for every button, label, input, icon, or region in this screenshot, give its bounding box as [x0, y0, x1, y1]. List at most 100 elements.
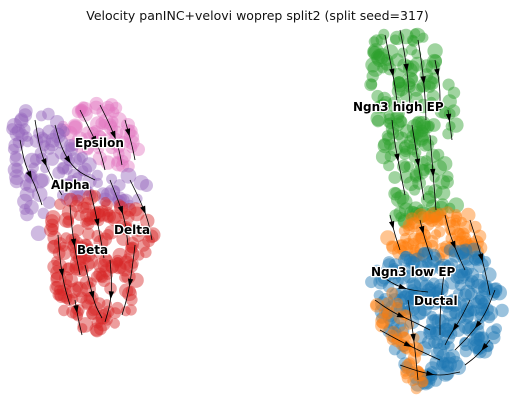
scatter-point	[381, 297, 396, 312]
scatter-point	[411, 208, 428, 224]
scatter-point	[440, 299, 454, 313]
scatter-point	[61, 293, 73, 305]
scatter-point	[390, 117, 405, 132]
scatter-point	[425, 207, 442, 224]
velocity-arrowhead	[394, 153, 400, 162]
velocity-stream-line	[444, 299, 471, 346]
scatter-point	[460, 207, 476, 223]
scatter-point	[468, 220, 482, 234]
scatter-point	[395, 339, 408, 351]
scatter-point	[415, 260, 429, 274]
scatter-point	[32, 173, 49, 189]
scatter-point	[418, 375, 434, 391]
scatter-point	[122, 160, 135, 173]
scatter-point	[118, 193, 134, 209]
scatter-point	[378, 138, 391, 151]
scatter-point	[409, 364, 424, 379]
scatter-point	[399, 161, 411, 172]
scatter-point	[423, 190, 437, 204]
scatter-point	[398, 214, 411, 228]
scatter-point	[402, 269, 417, 284]
scatter-point	[427, 53, 442, 69]
scatter-point	[111, 257, 123, 269]
scatter-point	[52, 258, 68, 274]
scatter-point	[403, 134, 419, 149]
scatter-point	[491, 323, 502, 334]
scatter-point	[417, 376, 428, 388]
scatter-point	[368, 36, 380, 47]
scatter-point	[112, 140, 126, 154]
scatter-point	[104, 118, 117, 131]
scatter-point	[421, 217, 435, 231]
scatter-point	[426, 310, 438, 321]
scatter-point	[371, 102, 383, 114]
scatter-point	[443, 295, 459, 310]
velocity-stream-line	[57, 234, 71, 306]
scatter-point	[399, 170, 413, 184]
scatter-point	[125, 293, 138, 306]
scatter-point	[424, 281, 437, 293]
scatter-point	[140, 179, 153, 192]
scatter-point	[425, 148, 441, 163]
scatter-point	[124, 135, 140, 150]
scatter-point	[391, 106, 405, 121]
scatter-point	[105, 259, 120, 274]
scatter-point	[77, 165, 89, 177]
scatter-point	[72, 172, 83, 183]
scatter-point	[397, 47, 408, 58]
scatter-point	[11, 162, 23, 174]
scatter-point	[433, 282, 449, 298]
velocity-arrowhead	[90, 135, 98, 145]
scatter-point	[479, 296, 491, 308]
scatter-point	[126, 142, 138, 154]
scatter-point	[76, 151, 89, 163]
scatter-point	[112, 194, 126, 209]
velocity-arrowhead	[438, 298, 444, 307]
scatter-point	[124, 199, 136, 211]
velocity-stream-line	[54, 124, 96, 181]
velocity-stream-line	[19, 139, 43, 206]
scatter-point	[82, 143, 94, 155]
velocity-arrowhead	[389, 68, 395, 77]
scatter-point	[34, 147, 47, 159]
scatter-point	[443, 351, 456, 364]
scatter-point	[80, 184, 92, 196]
velocity-arrowhead	[445, 113, 452, 122]
scatter-point	[45, 210, 61, 225]
scatter-point	[391, 67, 404, 80]
scatter-point	[385, 329, 398, 342]
scatter-point	[427, 43, 443, 59]
scatter-point	[422, 210, 436, 224]
scatter-point	[409, 252, 426, 269]
scatter-point	[442, 326, 454, 339]
scatter-point	[372, 48, 385, 62]
scatter-point	[454, 227, 465, 238]
scatter-point	[381, 309, 393, 320]
scatter-point	[85, 291, 99, 305]
scatter-point	[375, 98, 391, 114]
scatter-point	[397, 241, 413, 258]
scatter-point	[410, 376, 426, 392]
scatter-point	[9, 126, 25, 142]
scatter-point	[100, 196, 111, 208]
scatter-point	[405, 44, 418, 56]
scatter-point	[390, 110, 405, 124]
scatter-point	[400, 369, 411, 380]
scatter-point	[110, 185, 121, 196]
scatter-point	[116, 194, 130, 207]
velocity-arrowhead	[389, 220, 395, 230]
scatter-point	[51, 256, 62, 267]
velocity-stream-line	[439, 264, 446, 335]
scatter-point	[409, 184, 421, 196]
velocity-stream-line	[384, 34, 399, 111]
scatter-point	[393, 303, 407, 316]
scatter-point	[388, 258, 403, 272]
scatter-point	[47, 259, 62, 274]
scatter-point	[118, 255, 134, 271]
scatter-point	[366, 78, 378, 90]
scatter-point	[128, 272, 144, 288]
scatter-point	[458, 247, 470, 259]
scatter-point	[28, 162, 39, 174]
scatter-point	[406, 244, 421, 259]
